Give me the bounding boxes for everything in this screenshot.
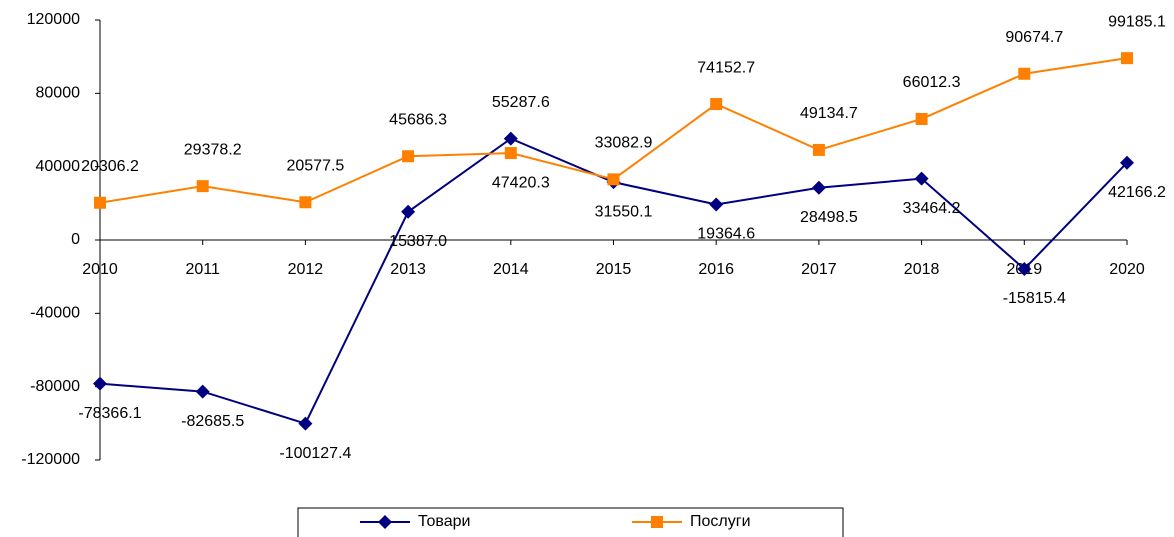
- y-tick-label: -80000: [30, 378, 80, 395]
- data-label: 31550.1: [595, 203, 653, 220]
- data-label: 28498.5: [800, 209, 858, 226]
- data-label: 45686.3: [389, 111, 447, 128]
- y-tick-label: -120000: [21, 451, 80, 468]
- y-tick-label: -40000: [30, 305, 80, 322]
- x-tick-label: 2018: [904, 261, 940, 278]
- marker: [298, 416, 313, 431]
- marker: [710, 98, 723, 111]
- legend-label: Товари: [418, 513, 470, 530]
- x-tick-label: 2013: [390, 261, 426, 278]
- marker: [1121, 52, 1133, 65]
- x-tick-label: 2010: [82, 261, 118, 278]
- x-tick-label: 2014: [493, 261, 529, 278]
- x-tick-label: 2016: [698, 261, 734, 278]
- marker: [811, 180, 826, 195]
- y-tick-label: 40000: [36, 158, 81, 175]
- data-label: 20577.5: [286, 157, 344, 174]
- legend-label: Послуги: [690, 513, 751, 530]
- data-label: 90674.7: [1005, 29, 1063, 46]
- data-label: -78366.1: [78, 405, 141, 422]
- data-label: 99185.1: [1108, 13, 1166, 30]
- marker: [812, 143, 825, 156]
- marker: [299, 196, 312, 209]
- data-label: -15815.4: [1003, 290, 1066, 307]
- x-tick-label: 2020: [1109, 261, 1145, 278]
- marker: [607, 173, 620, 186]
- data-label: -82685.5: [181, 413, 244, 430]
- x-tick-label: 2015: [596, 261, 632, 278]
- marker: [93, 376, 107, 391]
- marker: [196, 180, 209, 193]
- y-tick-label: 80000: [36, 85, 81, 102]
- marker: [1120, 155, 1134, 170]
- data-label: 20306.2: [81, 158, 139, 175]
- x-tick-label: 2012: [288, 261, 324, 278]
- marker: [651, 516, 663, 528]
- data-label: 42166.2: [1108, 184, 1166, 201]
- marker: [709, 197, 724, 212]
- legend: Товари Послуги: [297, 507, 844, 537]
- marker: [401, 204, 416, 219]
- data-label: 19364.6: [697, 226, 755, 243]
- marker: [1017, 261, 1032, 276]
- marker: [503, 131, 518, 146]
- marker: [94, 196, 106, 209]
- data-label: 33082.9: [595, 135, 653, 152]
- marker: [915, 112, 928, 125]
- marker: [914, 171, 929, 186]
- marker: [378, 515, 392, 529]
- data-label: 55287.6: [492, 94, 550, 111]
- data-label: 33464.2: [903, 200, 961, 217]
- data-label: 74152.7: [697, 59, 755, 76]
- marker: [504, 147, 517, 160]
- x-tick-label: 2011: [185, 261, 220, 278]
- data-label: 15387.0: [389, 233, 447, 250]
- data-label: 29378.2: [184, 141, 242, 158]
- y-tick-label: 0: [71, 231, 80, 248]
- data-label: -100127.4: [279, 445, 351, 462]
- data-label: 49134.7: [800, 105, 858, 122]
- marker: [195, 384, 210, 399]
- data-label: 47420.3: [492, 174, 550, 191]
- marker: [402, 150, 415, 163]
- marker: [1018, 67, 1031, 80]
- x-tick-label: 2017: [801, 261, 837, 278]
- data-label: 66012.3: [903, 74, 961, 91]
- y-tick-label: 120000: [27, 11, 80, 28]
